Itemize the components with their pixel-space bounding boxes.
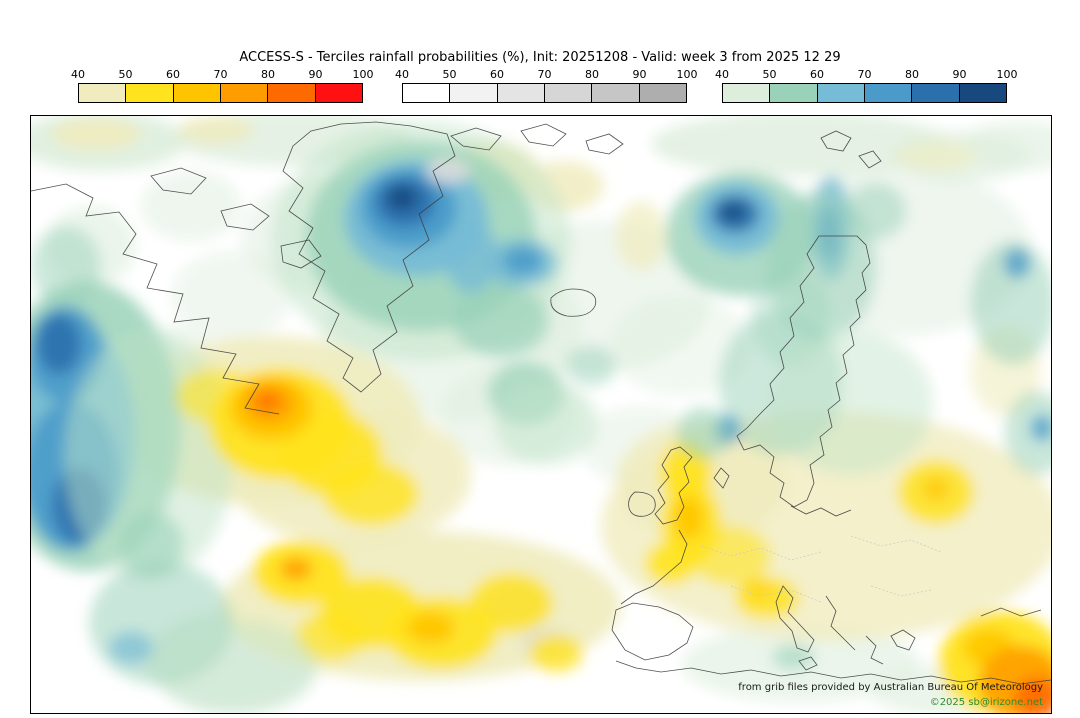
colorbar-segment — [220, 84, 269, 102]
probability-map: from grib files provided by Australian B… — [30, 115, 1052, 714]
probability-blob-teal — [1005, 391, 1051, 475]
colorbar-above-normal: 40 50 60 70 80 90 100 — [715, 68, 1018, 108]
probability-blob-paleGreen — [171, 251, 291, 341]
colorbar-segment — [450, 84, 498, 102]
probability-blob-gray — [426, 158, 470, 184]
probability-blob-yellow — [323, 462, 419, 526]
probability-blob-paleGreen — [651, 116, 951, 176]
colorbar-segment — [912, 84, 960, 102]
tick-label: 90 — [952, 68, 967, 81]
colorbar-segment — [126, 84, 174, 102]
probability-blob-lightBlue — [109, 632, 153, 664]
probability-blob-deepOrange — [1014, 677, 1051, 713]
probability-blob-paleGreen — [611, 296, 751, 396]
probability-blob-teal — [971, 241, 1051, 365]
probability-field — [31, 116, 1051, 713]
colorbar-segment — [639, 84, 686, 102]
colorbar-below-normal: 40 50 60 70 80 90 100 — [71, 68, 374, 108]
chart-title: ACCESS-S - Terciles rainfall probabiliti… — [239, 50, 841, 65]
tick-label: 50 — [442, 68, 457, 81]
copyright-text: ©2025 sb@irizone.net — [929, 697, 1043, 708]
map-canvas — [31, 116, 1051, 713]
probability-blob-teal — [566, 346, 616, 386]
colorbar-ticks: 40 50 60 70 80 90 100 — [395, 68, 698, 83]
colorbar-segment — [592, 84, 640, 102]
colorbar-segment — [544, 84, 593, 102]
probability-blob-green — [494, 381, 598, 465]
colorbar-bar — [402, 83, 687, 103]
colorbar-segment — [817, 84, 865, 102]
probability-blob-teal — [31, 226, 101, 306]
probability-blob-yellow — [735, 577, 799, 619]
tick-label: 60 — [810, 68, 824, 81]
probability-blob-paleYellow — [896, 141, 976, 171]
tick-label: 100 — [996, 68, 1018, 81]
colorbar-segment — [864, 84, 913, 102]
tick-label: 80 — [261, 68, 275, 81]
probability-blob-blue — [1031, 415, 1051, 441]
tick-label: 40 — [395, 68, 409, 81]
probability-blob-paleYellow — [178, 116, 254, 144]
tick-label: 60 — [166, 68, 180, 81]
probability-blob-navy — [722, 203, 744, 221]
probability-blob-yellow — [469, 573, 553, 633]
tick-label: 80 — [905, 68, 919, 81]
colorbar-ticks: 40 50 60 70 80 90 100 — [715, 68, 1018, 83]
probability-blob-teal — [772, 644, 814, 670]
probability-blob-yellow — [529, 634, 583, 672]
colorbar-segment — [268, 84, 316, 102]
colorbar-near-normal: 40 50 60 70 80 90 100 — [395, 68, 698, 108]
tick-label: 40 — [715, 68, 729, 81]
tick-label: 90 — [632, 68, 647, 81]
probability-blob-teal — [677, 407, 729, 459]
colorbar-segment — [79, 84, 127, 102]
tick-label: 40 — [71, 68, 85, 81]
probability-blob-yellowOrange — [923, 478, 949, 500]
probability-blob-deepBlue — [37, 314, 81, 374]
colorbar-ticks: 40 50 60 70 80 90 100 — [71, 68, 374, 83]
probability-blob-orange — [280, 558, 312, 580]
probability-blob-blue — [1004, 248, 1030, 278]
tick-label: 80 — [585, 68, 599, 81]
probability-blob-teal — [119, 512, 183, 576]
probability-blob-green — [154, 620, 318, 713]
colorbar-bar — [78, 83, 363, 103]
tick-label: 70 — [537, 68, 552, 81]
tick-label: 90 — [308, 68, 323, 81]
tick-label: 70 — [857, 68, 872, 81]
probability-blob-paleYellow — [51, 118, 141, 150]
probability-blob-teal — [453, 285, 549, 357]
probability-blob-teal — [846, 183, 906, 239]
colorbar-segment — [173, 84, 221, 102]
probability-blob-yellow — [645, 542, 697, 584]
tick-label: 50 — [118, 68, 133, 81]
tick-label: 70 — [213, 68, 228, 81]
colorbar-segment — [403, 84, 451, 102]
tick-label: 100 — [352, 68, 374, 81]
coastlines — [31, 121, 1051, 685]
probability-blob-paleGreen — [961, 121, 1051, 171]
attribution-text: from grib files provided by Australian B… — [738, 682, 1043, 693]
tick-label: 50 — [762, 68, 777, 81]
colorbar-segment — [497, 84, 545, 102]
probability-blob-yellowOrange — [674, 496, 704, 540]
colorbar-segment — [723, 84, 771, 102]
colorbar-segment — [315, 84, 362, 102]
probability-blob-lightBlue — [445, 218, 497, 294]
probability-blob-yellowOrange — [407, 612, 455, 644]
probability-blob-deepOrange — [256, 393, 278, 409]
tick-label: 60 — [490, 68, 504, 81]
probability-blob-paleYellow — [616, 201, 666, 271]
tick-label: 100 — [676, 68, 698, 81]
colorbar-segment — [959, 84, 1006, 102]
probability-blob-paleGreen — [141, 171, 241, 241]
colorbar-bar — [722, 83, 1007, 103]
probability-blob-navy — [387, 186, 417, 210]
colorbar-segment — [770, 84, 818, 102]
probability-blob-green — [769, 331, 933, 475]
probability-blob-blue — [503, 247, 543, 275]
